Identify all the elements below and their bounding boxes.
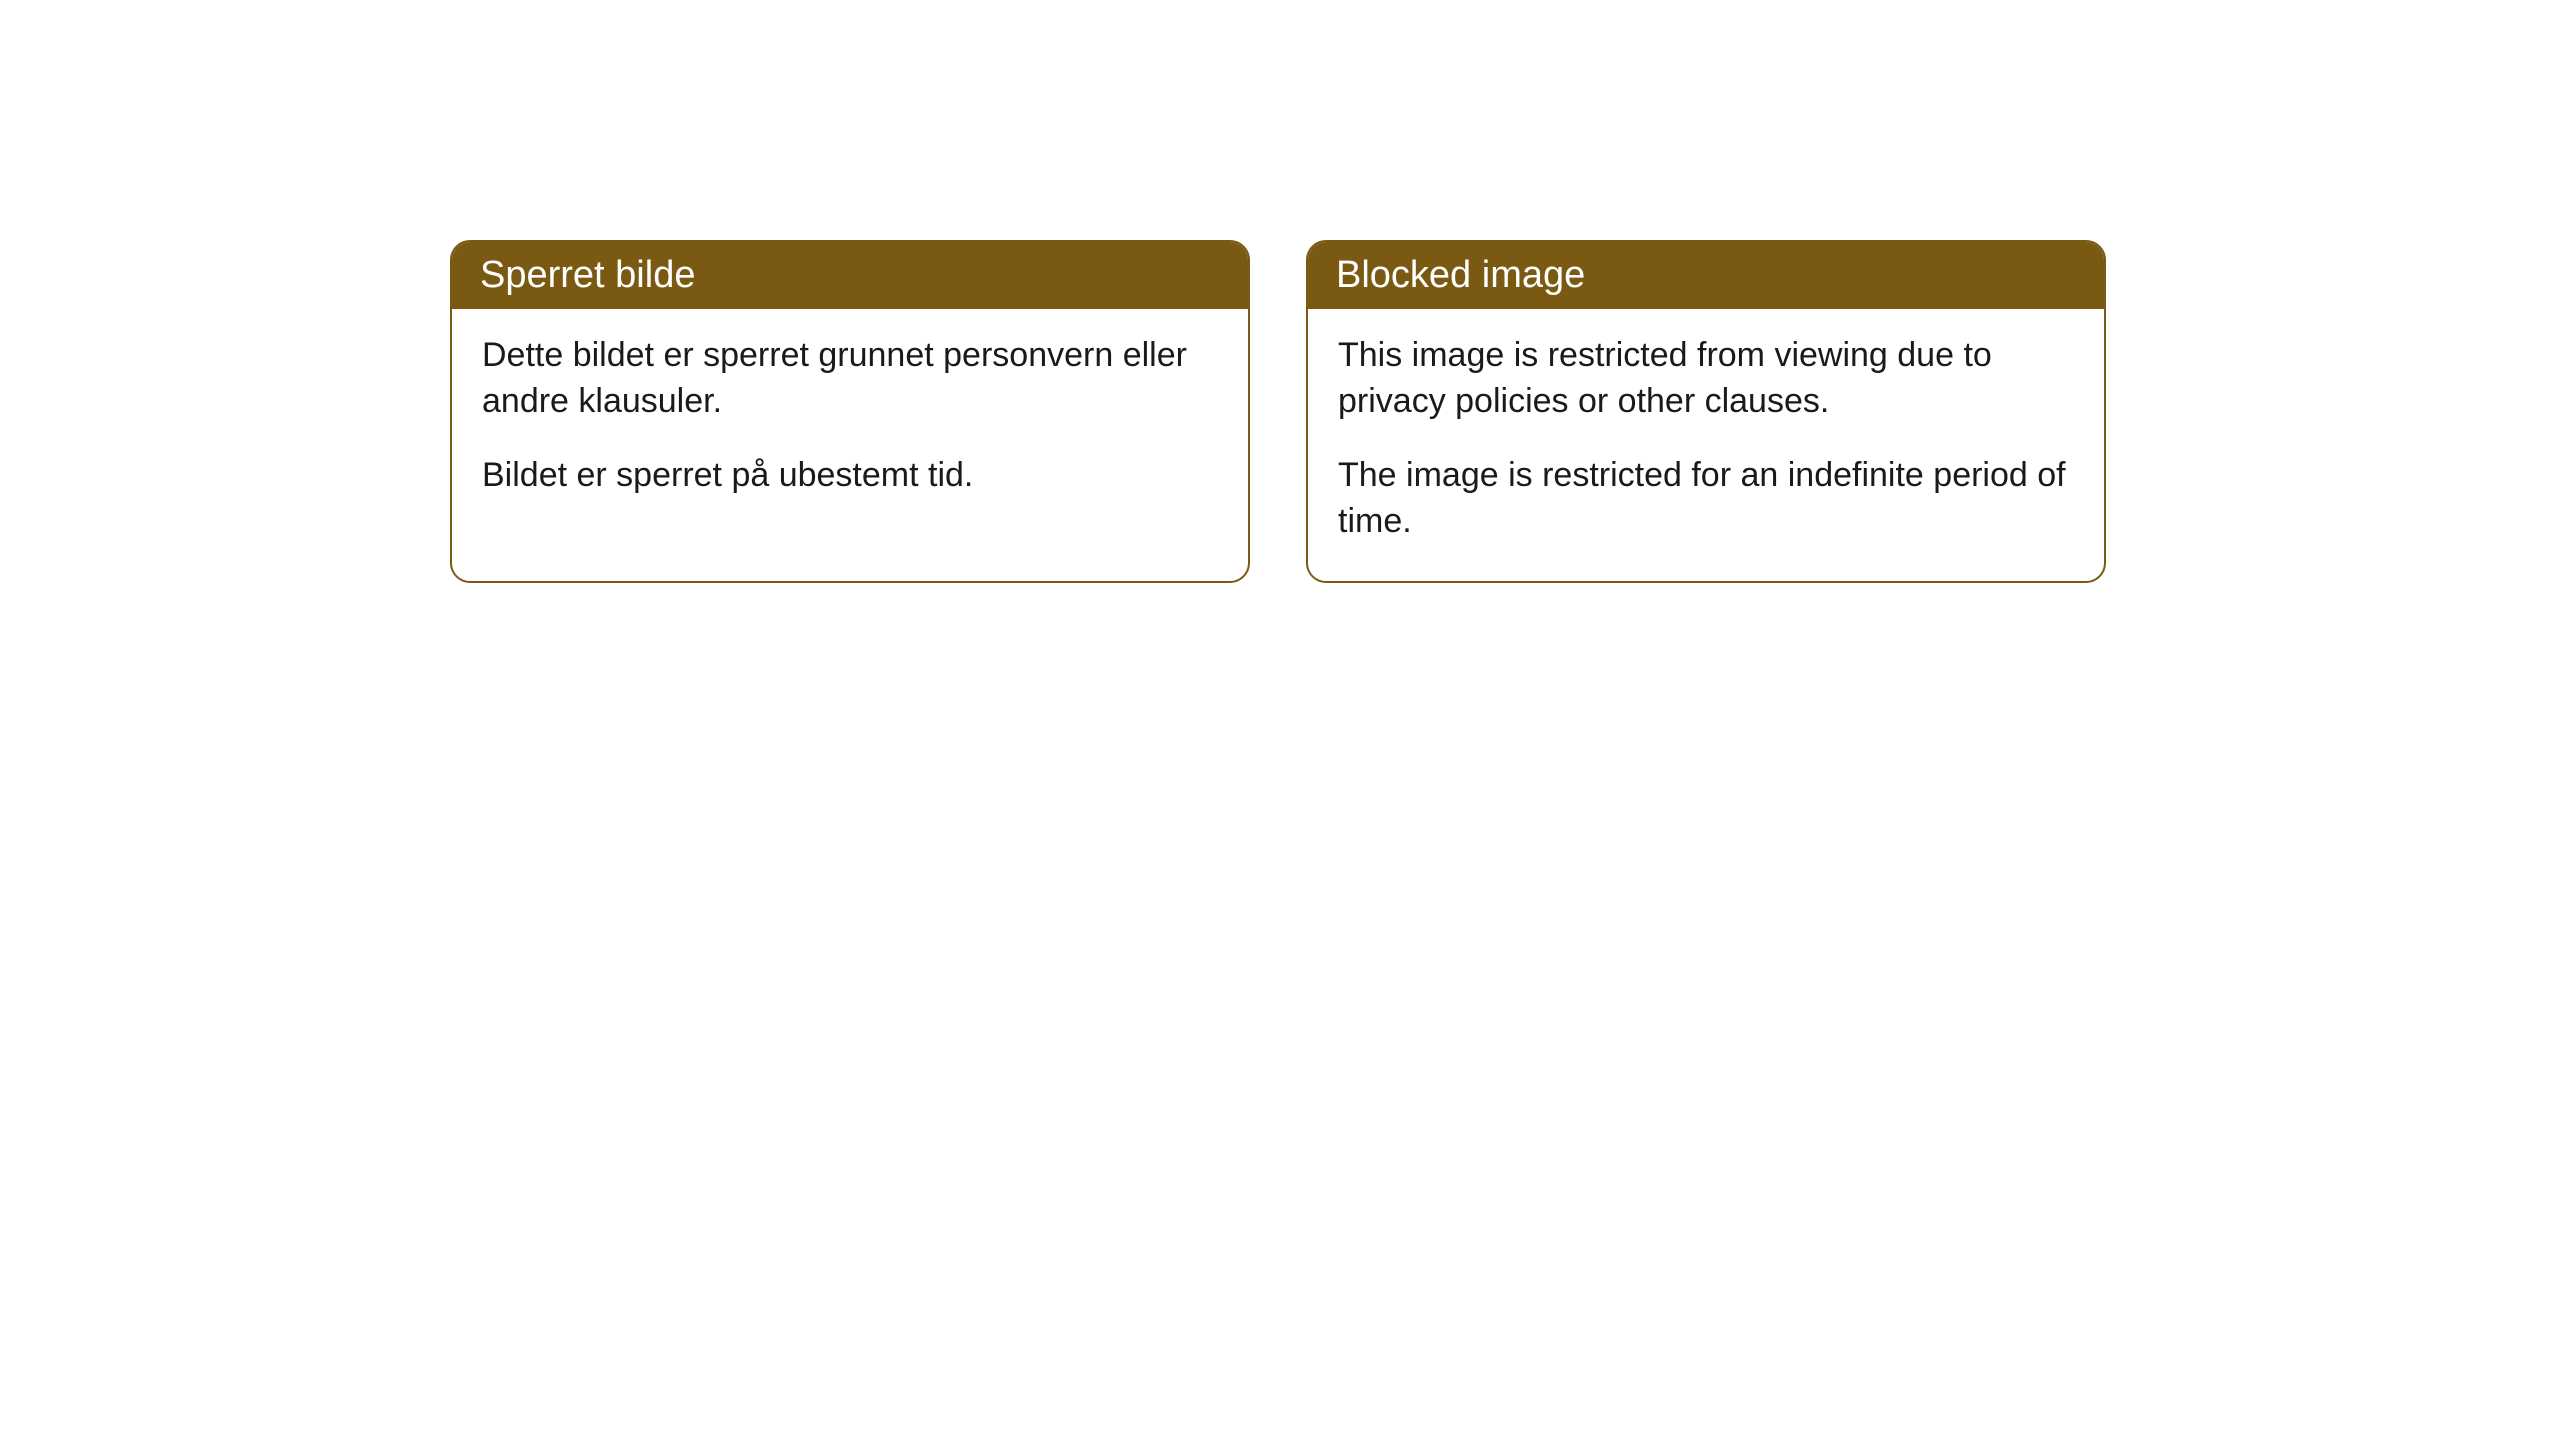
card-paragraph: Dette bildet er sperret grunnet personve…	[482, 333, 1218, 425]
card-body-english: This image is restricted from viewing du…	[1308, 309, 2104, 581]
blocked-image-card-english: Blocked image This image is restricted f…	[1306, 240, 2106, 583]
notice-cards-container: Sperret bilde Dette bildet er sperret gr…	[450, 240, 2106, 583]
card-paragraph: This image is restricted from viewing du…	[1338, 333, 2074, 425]
card-paragraph: Bildet er sperret på ubestemt tid.	[482, 453, 1218, 499]
card-header-english: Blocked image	[1308, 242, 2104, 309]
card-paragraph: The image is restricted for an indefinit…	[1338, 453, 2074, 545]
card-body-norwegian: Dette bildet er sperret grunnet personve…	[452, 309, 1248, 535]
blocked-image-card-norwegian: Sperret bilde Dette bildet er sperret gr…	[450, 240, 1250, 583]
card-header-norwegian: Sperret bilde	[452, 242, 1248, 309]
